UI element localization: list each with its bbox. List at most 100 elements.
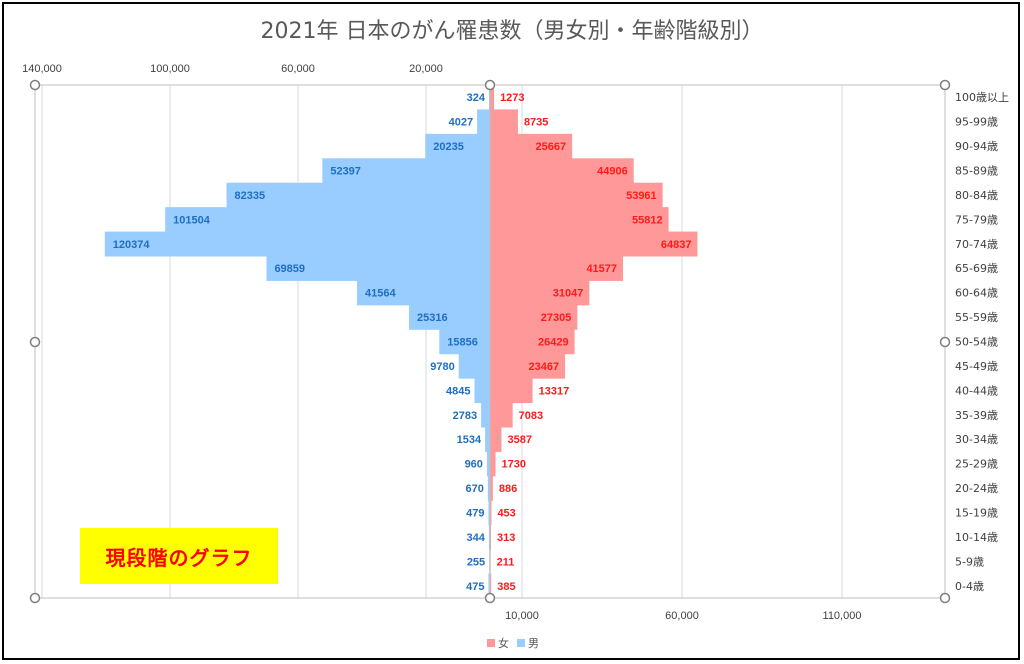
resize-handle: [29, 592, 41, 604]
bar-female: [490, 133, 573, 159]
category-label: 70-74歳: [955, 238, 998, 251]
bar-female: [490, 256, 624, 281]
data-label-female: 55812: [632, 214, 663, 226]
bar-female: [490, 280, 590, 306]
bar-male: [485, 427, 490, 452]
category-label: 15-19歳: [955, 507, 998, 520]
category-label: 40-44歳: [955, 384, 998, 397]
bar-male: [477, 109, 490, 135]
bar-male: [458, 353, 490, 379]
bar-male: [488, 573, 490, 599]
data-label-male: 344: [467, 532, 486, 544]
data-label-female: 886: [499, 483, 517, 495]
data-label-female: 7083: [519, 410, 543, 422]
category-label: 20-24歳: [955, 482, 998, 495]
data-label-female: 25667: [536, 141, 567, 153]
data-label-male: 255: [467, 556, 485, 568]
category-label: 25-29歳: [955, 458, 998, 471]
bar-male: [266, 256, 490, 281]
resize-handle: [484, 592, 496, 604]
bar-female: [490, 402, 513, 428]
bar-female: [490, 500, 492, 526]
resize-handle: [939, 336, 951, 348]
grid-lines: [41, 85, 843, 598]
data-label-male: 15856: [447, 337, 478, 349]
bottom-tick-label: 60,000: [665, 610, 699, 622]
legend-label-female: 女: [498, 636, 509, 650]
top-tick-label: 100,000: [150, 63, 190, 75]
chart-title: 2021年 日本のがん罹患数（男女別・年齢階級別）: [261, 19, 764, 44]
bar-female: [490, 353, 566, 379]
category-label: 50-54歳: [955, 336, 998, 349]
bar-male: [488, 500, 490, 526]
resize-handle: [939, 592, 951, 604]
bar-male: [439, 329, 490, 355]
data-labels: 324 1273 4027 8735 20235 25667 52397 44906 82335…: [113, 92, 692, 593]
bottom-tick-label: 110,000: [823, 610, 862, 622]
category-label: 5-9歳: [955, 555, 984, 568]
data-label-female: 313: [497, 532, 515, 544]
data-label-male: 25316: [417, 312, 448, 324]
axis-ticks: 140,000 100,000 60,000 20,000 10,000 60,000 11…: [22, 63, 861, 622]
category-label: 30-34歳: [955, 433, 998, 446]
bar-female: [490, 231, 698, 257]
stage-annotation: 現段階のグラフ: [80, 528, 278, 584]
resize-handle: [29, 336, 41, 348]
legend-swatch-male: [517, 639, 525, 647]
bar-female: [490, 182, 663, 208]
bar-male: [487, 475, 490, 501]
legend: 女男: [487, 636, 539, 650]
legend-label-male: 男: [528, 637, 539, 650]
bar-male: [474, 378, 490, 404]
category-label: 0-4歳: [955, 580, 984, 593]
data-label-female: 3587: [507, 434, 531, 446]
data-label-female: 13317: [539, 385, 570, 397]
category-label: 75-79歳: [955, 213, 998, 226]
category-labels: 100歳以上 95-99歳 90-94歳 85-89歳 80-84歳 75-79歳 70-7…: [955, 91, 1009, 593]
data-label-male: 20235: [433, 141, 464, 153]
bar-male: [408, 304, 490, 330]
bar-male: [486, 451, 490, 477]
bar-female: [490, 329, 575, 355]
bar-female: [490, 524, 492, 550]
data-label-male: 41564: [365, 288, 396, 300]
data-label-male: 324: [467, 92, 486, 104]
data-label-female: 211: [497, 556, 515, 568]
data-label-female: 26429: [538, 337, 569, 349]
bar-male: [322, 158, 490, 184]
data-label-female: 64837: [661, 239, 692, 251]
top-tick-label: 140,000: [22, 63, 62, 75]
data-label-female: 453: [497, 508, 515, 520]
bar-female: [490, 573, 492, 599]
top-tick-label: 20,000: [409, 63, 443, 75]
data-label-male: 69859: [274, 263, 305, 275]
category-label: 90-94歳: [955, 140, 998, 153]
data-label-female: 385: [497, 581, 515, 593]
data-label-male: 2783: [453, 410, 477, 422]
bar-female: [490, 109, 518, 135]
data-label-female: 44906: [597, 166, 628, 178]
data-label-female: 1273: [500, 92, 524, 104]
selection-handles: [29, 79, 951, 604]
bar-female: [490, 304, 578, 330]
data-label-female: 31047: [553, 288, 584, 300]
bar-female: [490, 451, 496, 477]
category-label: 100歳以上: [955, 91, 1009, 104]
bar-male: [488, 85, 490, 110]
legend-swatch-female: [487, 639, 495, 647]
category-label: 65-69歳: [955, 262, 998, 275]
category-label: 35-39歳: [955, 409, 998, 422]
data-label-female: 41577: [586, 263, 617, 275]
bar-male: [488, 524, 490, 550]
bar-male: [425, 133, 490, 159]
data-label-male: 4845: [446, 385, 470, 397]
bar-male: [104, 231, 491, 257]
data-label-male: 670: [465, 483, 483, 495]
bar-female: [490, 158, 634, 184]
category-label: 45-49歳: [955, 360, 998, 373]
category-label: 10-14歳: [955, 531, 998, 544]
data-label-male: 120374: [113, 239, 151, 251]
category-label: 80-84歳: [955, 189, 998, 202]
top-tick-label: 60,000: [281, 63, 315, 75]
